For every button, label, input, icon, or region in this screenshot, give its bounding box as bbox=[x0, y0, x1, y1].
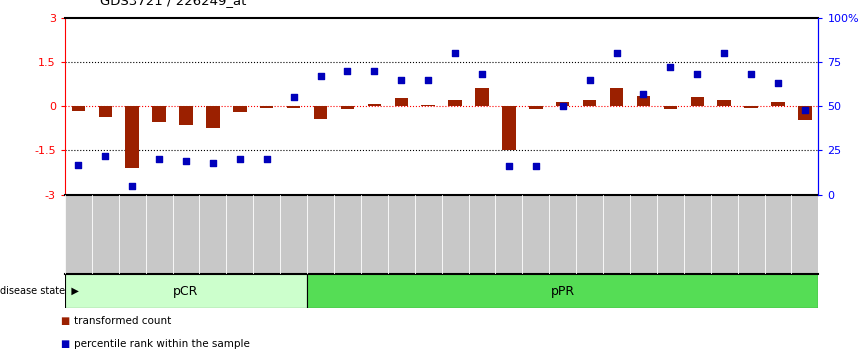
Bar bbox=[206, 106, 220, 128]
Point bbox=[367, 68, 381, 74]
Bar bbox=[126, 106, 139, 168]
Point bbox=[475, 72, 489, 77]
Bar bbox=[260, 106, 274, 108]
Point bbox=[72, 162, 86, 167]
Bar bbox=[99, 106, 112, 116]
Point bbox=[744, 72, 758, 77]
Text: pPR: pPR bbox=[551, 285, 575, 298]
Bar bbox=[313, 106, 327, 120]
Bar bbox=[179, 106, 193, 125]
Point bbox=[663, 64, 677, 70]
Bar bbox=[287, 106, 301, 108]
Bar bbox=[152, 106, 166, 122]
Text: pCR: pCR bbox=[173, 285, 198, 298]
Bar bbox=[395, 98, 408, 106]
Text: GDS3721 / 226249_at: GDS3721 / 226249_at bbox=[100, 0, 246, 7]
Point bbox=[340, 68, 354, 74]
Bar bbox=[745, 106, 758, 108]
Point bbox=[690, 72, 704, 77]
Point bbox=[637, 91, 650, 97]
Bar bbox=[583, 100, 597, 106]
Text: transformed count: transformed count bbox=[74, 316, 171, 326]
Point bbox=[206, 160, 220, 166]
Point bbox=[126, 183, 139, 189]
Point bbox=[152, 156, 166, 162]
Bar bbox=[475, 88, 488, 106]
Bar bbox=[529, 106, 543, 109]
Text: percentile rank within the sample: percentile rank within the sample bbox=[74, 339, 249, 349]
Bar bbox=[65, 274, 307, 308]
Bar bbox=[637, 96, 650, 106]
Point bbox=[771, 80, 785, 86]
Point bbox=[502, 164, 516, 169]
Bar bbox=[502, 106, 515, 150]
Bar bbox=[307, 274, 818, 308]
Bar bbox=[556, 102, 570, 106]
Point bbox=[99, 153, 113, 159]
Bar bbox=[690, 97, 704, 106]
Point bbox=[717, 50, 731, 56]
Bar bbox=[663, 106, 677, 109]
Point bbox=[421, 77, 435, 82]
Bar bbox=[233, 106, 247, 112]
Point bbox=[394, 77, 408, 82]
Text: ■: ■ bbox=[61, 316, 70, 326]
Text: disease state  ▶: disease state ▶ bbox=[0, 286, 79, 296]
Point bbox=[798, 107, 811, 113]
Point bbox=[556, 103, 570, 109]
Point bbox=[449, 50, 462, 56]
Point bbox=[179, 158, 193, 164]
Bar bbox=[340, 106, 354, 109]
Text: ■: ■ bbox=[61, 339, 70, 349]
Bar bbox=[772, 102, 785, 106]
Bar bbox=[449, 100, 462, 106]
Point bbox=[529, 164, 543, 169]
Point bbox=[610, 50, 624, 56]
Bar bbox=[610, 88, 624, 106]
Point bbox=[583, 77, 597, 82]
Bar bbox=[422, 105, 435, 106]
Point bbox=[287, 95, 301, 100]
Point bbox=[260, 156, 274, 162]
Bar bbox=[798, 106, 811, 120]
Point bbox=[313, 73, 327, 79]
Bar bbox=[717, 100, 731, 106]
Bar bbox=[72, 106, 85, 110]
Point bbox=[233, 156, 247, 162]
Bar bbox=[368, 104, 381, 106]
